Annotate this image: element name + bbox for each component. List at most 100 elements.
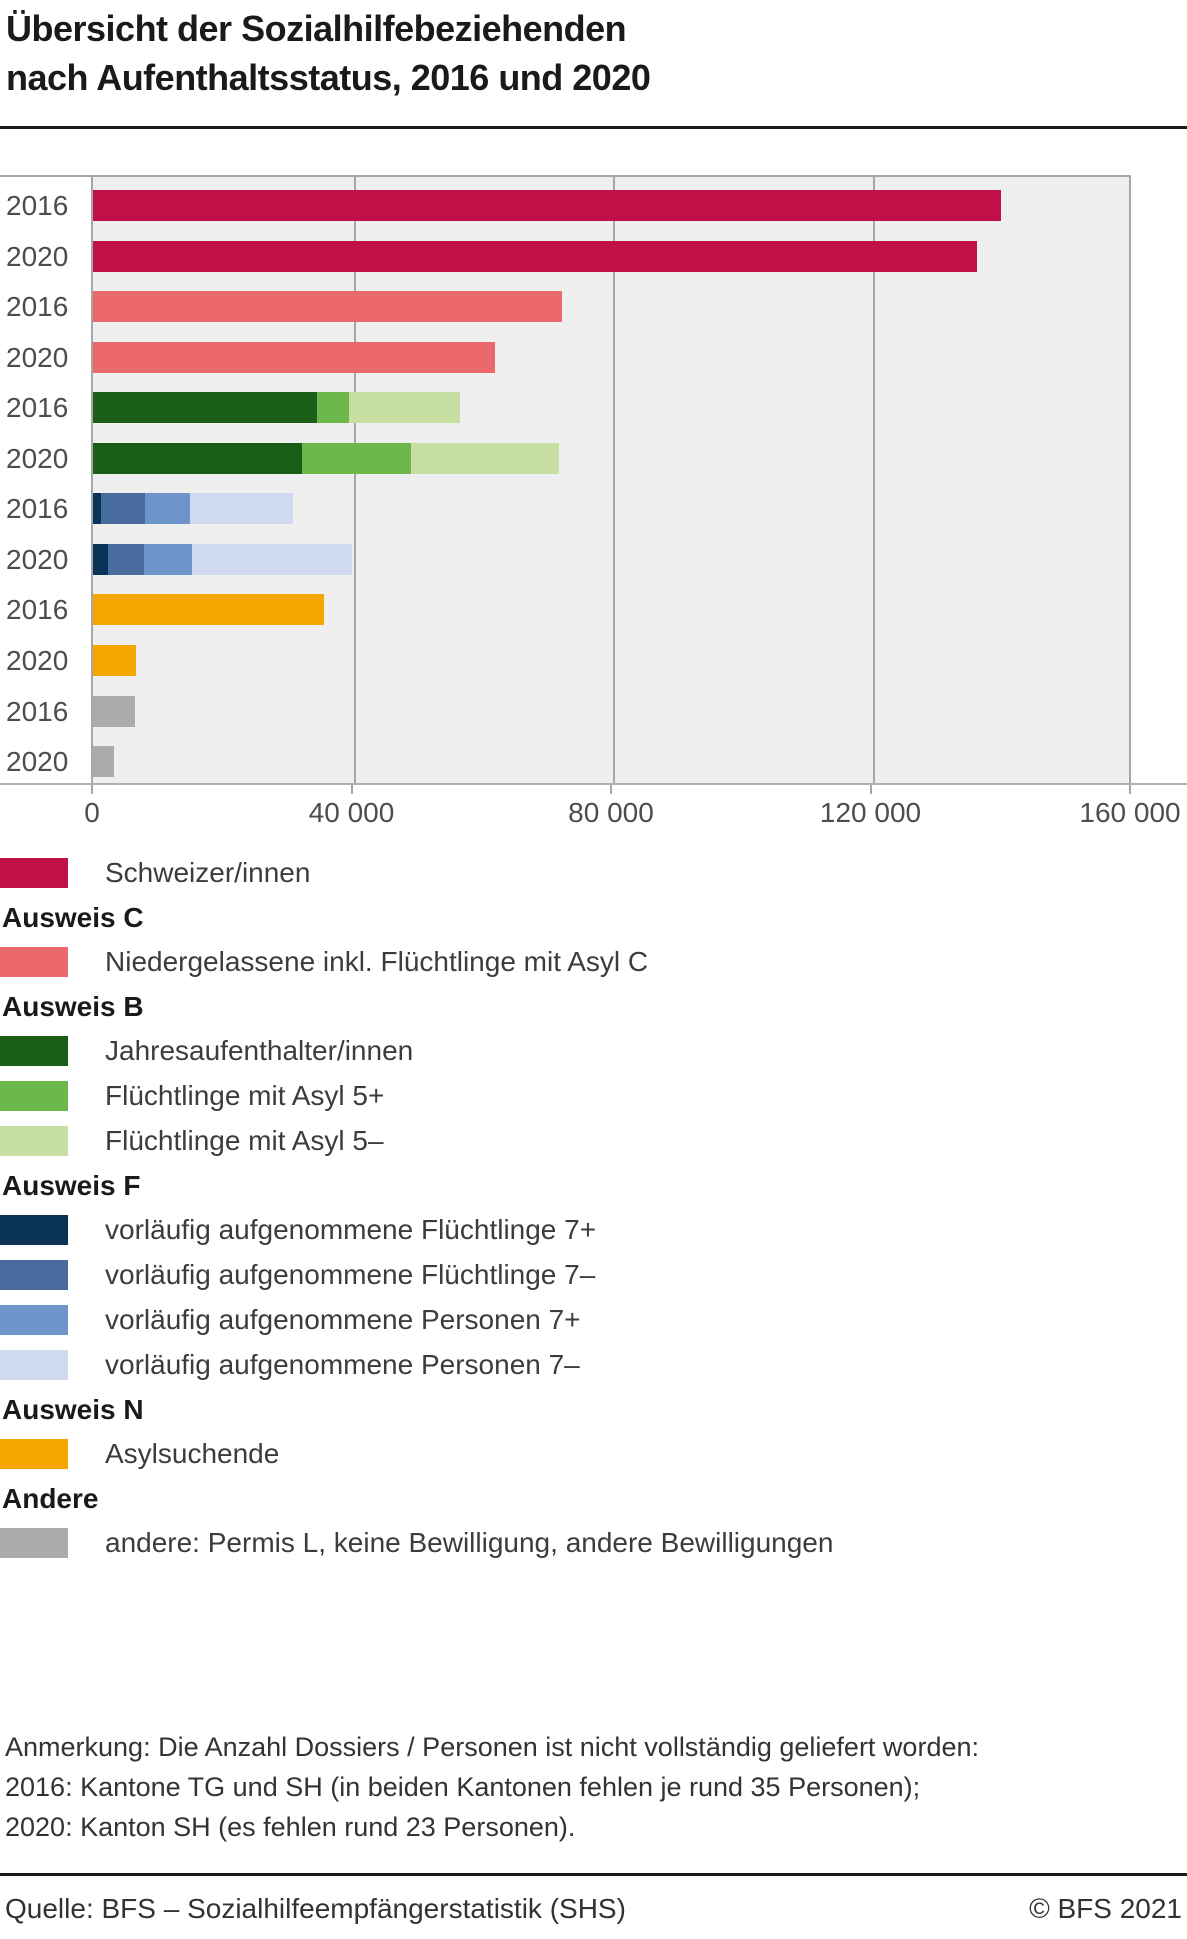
legend-swatch [0, 1036, 68, 1066]
x-tick-label: 160 000 [1079, 797, 1181, 828]
row-label-2020: 2020 [6, 442, 69, 474]
footnote: Anmerkung: Die Anzahl Dossiers / Persone… [5, 1727, 1175, 1847]
footnote-line2: 2016: Kantone TG und SH (in beiden Kanto… [5, 1772, 921, 1802]
x-tick-40000 [350, 785, 353, 794]
footnote-line3: 2020: Kanton SH (es fehlen rund 23 Perso… [5, 1812, 576, 1842]
bar-segment [93, 594, 324, 626]
bar-segment [144, 493, 190, 525]
bar-segment [410, 442, 559, 474]
gridline-80000 [613, 177, 615, 783]
legend-label: vorläufig aufgenommene Flüchtlinge 7+ [105, 1214, 597, 1245]
bar-segment [192, 543, 353, 575]
bar-2020-ausweis-n [93, 644, 137, 676]
plot-area [91, 177, 1129, 783]
legend-item: vorläufig aufgenommene Personen 7– [0, 1350, 1180, 1380]
bar-2020-ausweis-f [93, 543, 353, 575]
bar-segment [93, 543, 108, 575]
row-label-2020: 2020 [6, 543, 69, 575]
bar-segment [189, 493, 293, 525]
legend-label: Schweizer/innen [105, 857, 311, 888]
legend-swatch [0, 1215, 68, 1245]
bar-2016-schweizer-innen [93, 190, 1002, 221]
row-label-2020: 2020 [6, 746, 69, 778]
x-tick-80000 [610, 785, 612, 794]
row-label-2020: 2020 [6, 341, 69, 373]
title-underline [0, 126, 1187, 129]
legend-label: Flüchtlinge mit Asyl 5+ [105, 1080, 385, 1111]
row-label-2016: 2016 [6, 291, 69, 323]
legend-heading-ausweis-b: Ausweis B [2, 991, 144, 1022]
bar-segment [107, 543, 145, 575]
bar-2020-ausweis-b [93, 442, 559, 474]
legend-item: vorläufig aufgenommene Personen 7+ [0, 1305, 1180, 1335]
bar-2016-ausweis-b [93, 392, 461, 424]
legend-swatch [0, 1260, 68, 1290]
legend-label: vorläufig aufgenommene Flüchtlinge 7– [105, 1259, 596, 1290]
legend-item: Flüchtlinge mit Asyl 5– [0, 1126, 1180, 1156]
legend-heading-ausweis-c: Ausweis C [2, 902, 144, 933]
bar-2016-andere [93, 695, 135, 727]
chart-title: Übersicht der Sozialhilfebeziehenden nac… [6, 4, 1176, 102]
x-axis-line [0, 783, 1187, 785]
bar-chart: 2016 2020 2016 2020 2016 2020 2016 2020 2016 2020… [0, 175, 1131, 783]
legend-label: andere: Permis L, keine Bewilligung, and… [105, 1527, 834, 1558]
x-tick-0 [91, 785, 93, 794]
footer: Quelle: BFS – Sozialhilfeempfängerstatis… [5, 1893, 1182, 1925]
row-label-2016: 2016 [6, 493, 69, 525]
x-tick-label: 40 000 [308, 797, 395, 828]
bar-segment [93, 291, 563, 323]
bar-2016-ausweis-n [93, 594, 324, 626]
x-tick-label: 120 000 [819, 797, 922, 828]
legend-heading-andere: Andere [2, 1483, 99, 1514]
bar-segment [93, 341, 495, 373]
bar-2020-schweizer-innen [93, 240, 978, 272]
row-label-2020: 2020 [6, 644, 69, 676]
legend-label: vorläufig aufgenommene Personen 7– [105, 1349, 580, 1380]
bar-2016-ausweis-f [93, 493, 293, 525]
footnote-line1: Anmerkung: Die Anzahl Dossiers / Persone… [5, 1732, 979, 1762]
legend-label: vorläufig aufgenommene Personen 7+ [105, 1304, 581, 1335]
legend-label: Niedergelassene inkl. Flüchtlinge mit As… [105, 946, 649, 977]
legend-item: Niedergelassene inkl. Flüchtlinge mit As… [0, 947, 1180, 977]
legend-item: andere: Permis L, keine Bewilligung, and… [0, 1528, 1180, 1558]
legend-item: vorläufig aufgenommene Flüchtlinge 7– [0, 1260, 1180, 1290]
gridline-120000 [872, 177, 875, 783]
x-tick-120000 [869, 785, 872, 794]
legend-item: Flüchtlinge mit Asyl 5+ [0, 1081, 1180, 1111]
legend-swatch [0, 1126, 68, 1156]
chart-title-line1: Übersicht der Sozialhilfebeziehenden [6, 8, 627, 49]
row-label-2016: 2016 [6, 695, 69, 727]
row-label-2016: 2016 [6, 190, 69, 221]
bar-segment [93, 240, 978, 272]
legend-swatch [0, 1528, 68, 1558]
bar-segment [349, 392, 461, 424]
legend-swatch [0, 1439, 68, 1469]
source-text: Quelle: BFS – Sozialhilfeempfängerstatis… [5, 1893, 626, 1924]
bar-segment [93, 746, 114, 778]
legend-heading-ausweis-f: Ausweis F [2, 1170, 141, 1201]
bar-2020-ausweis-c [93, 341, 495, 373]
bar-segment [93, 695, 135, 727]
legend-label: Jahresaufenthalter/innen [105, 1035, 414, 1066]
legend-swatch [0, 858, 68, 888]
bar-segment [301, 442, 411, 474]
bar-2020-andere [93, 746, 114, 778]
bar-2016-ausweis-c [93, 291, 563, 323]
row-label-2016: 2016 [6, 594, 69, 626]
x-tick-label: 80 000 [568, 797, 654, 828]
chart-title-line2: nach Aufenthaltsstatus, 2016 und 2020 [6, 57, 651, 98]
legend-swatch [0, 947, 68, 977]
x-tick-label: 0 [84, 797, 100, 828]
bar-segment [93, 493, 101, 525]
bar-segment [93, 190, 1002, 221]
legend-item: Schweizer/innen [0, 858, 1180, 888]
legend-heading-ausweis-n: Ausweis N [2, 1394, 144, 1425]
bar-segment [93, 644, 137, 676]
legend-item: vorläufig aufgenommene Flüchtlinge 7+ [0, 1215, 1180, 1245]
chart-legend: Schweizer/innen Ausweis C Niedergelassene … [0, 858, 1180, 1573]
gridline-40000 [353, 177, 356, 783]
bar-segment [100, 493, 145, 525]
copyright-text: © BFS 2021 [1029, 1893, 1182, 1924]
footer-rule [0, 1873, 1187, 1876]
